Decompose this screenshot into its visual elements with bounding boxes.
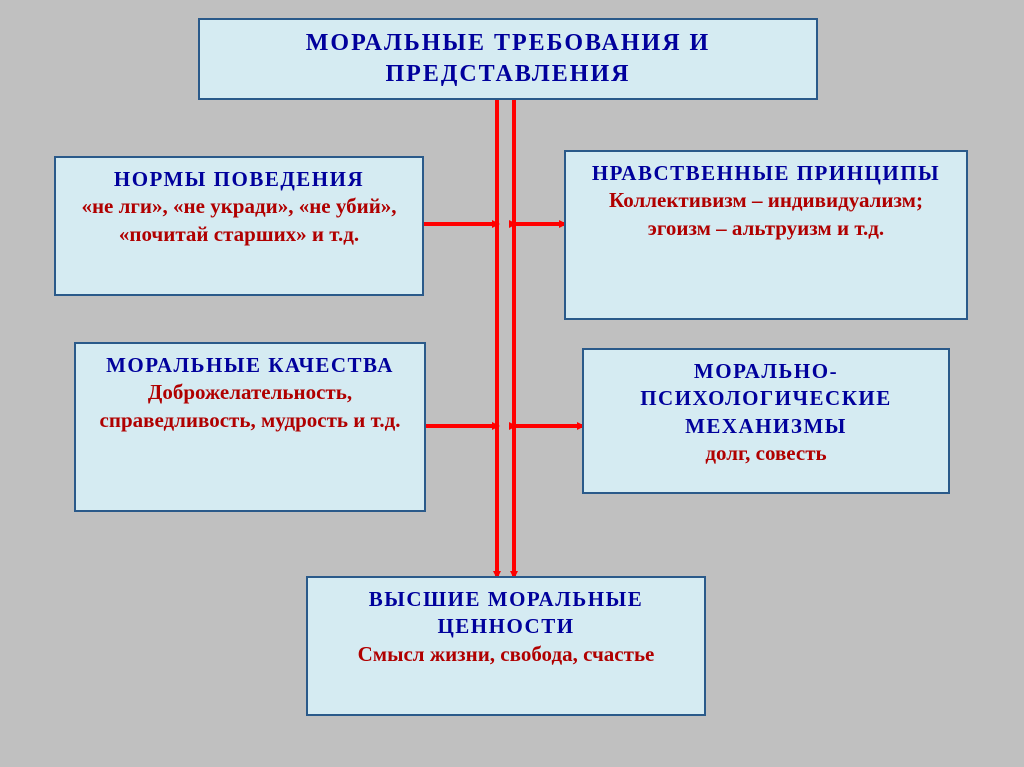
node-left1: НОРМЫ ПОВЕДЕНИЯ «не лги», «не укради», «… [54,156,424,296]
node-subtext: Коллективизм – индивидуализм; эгоизм – а… [580,187,952,242]
node-right1: НРАВСТВЕННЫЕ ПРИНЦИПЫ Коллективизм – инд… [564,150,968,320]
node-subtext: долг, совесть [598,440,934,467]
node-heading: МОРАЛЬНО-ПСИХОЛОГИЧЕСКИЕ МЕХАНИЗМЫ [598,358,934,440]
node-heading: НОРМЫ ПОВЕДЕНИЯ [70,166,408,193]
node-subtext: «не лги», «не укради», «не убий», «почит… [70,193,408,248]
node-heading: ВЫСШИЕ МОРАЛЬНЫЕ ЦЕННОСТИ [322,586,690,641]
node-top: МОРАЛЬНЫЕ ТРЕБОВАНИЯ И ПРЕДСТАВЛЕНИЯ [198,18,818,100]
node-title: МОРАЛЬНЫЕ ТРЕБОВАНИЯ И ПРЕДСТАВЛЕНИЯ [306,30,710,87]
node-bottom: ВЫСШИЕ МОРАЛЬНЫЕ ЦЕННОСТИ Смысл жизни, с… [306,576,706,716]
node-subtext: Доброжелательность, справедливость, мудр… [90,379,410,434]
node-left2: МОРАЛЬНЫЕ КАЧЕСТВА Доброжелательность, с… [74,342,426,512]
node-heading: НРАВСТВЕННЫЕ ПРИНЦИПЫ [580,160,952,187]
node-heading: МОРАЛЬНЫЕ КАЧЕСТВА [90,352,410,379]
node-right2: МОРАЛЬНО-ПСИХОЛОГИЧЕСКИЕ МЕХАНИЗМЫ долг,… [582,348,950,494]
node-subtext: Смысл жизни, свобода, счастье [322,641,690,668]
